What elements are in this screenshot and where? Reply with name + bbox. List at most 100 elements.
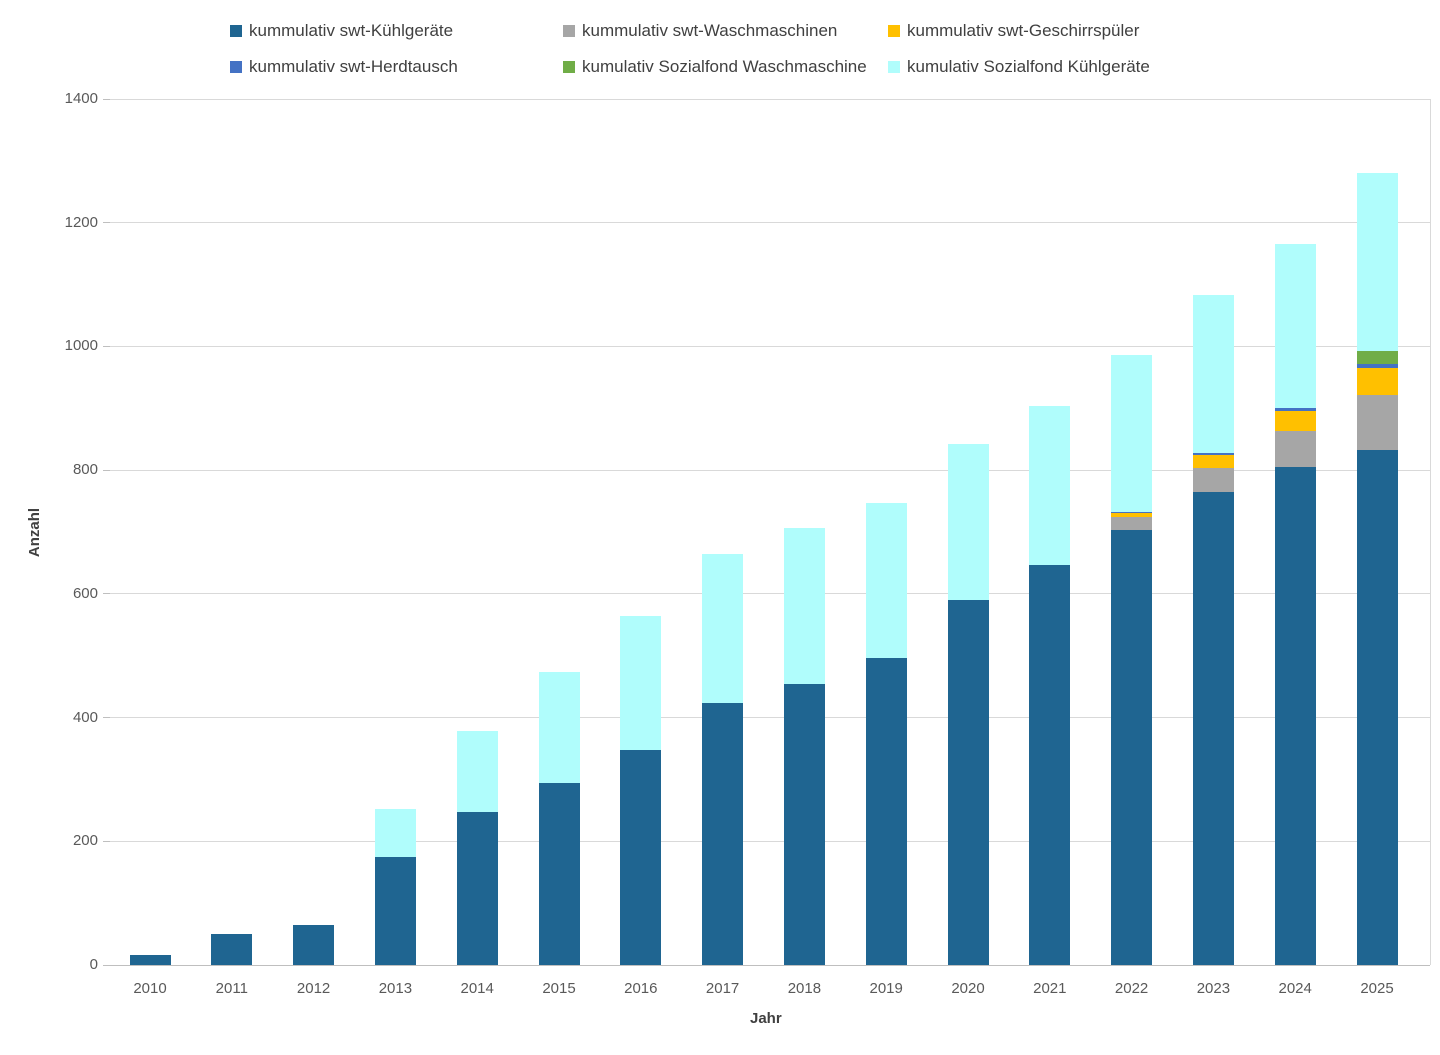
- legend-item-sozialfond-kuehlgeraete: kumulativ Sozialfond Kühlgeräte: [888, 57, 1150, 77]
- bar-segment: [211, 934, 253, 965]
- bar-2025: [1356, 173, 1398, 965]
- bar-2016: [620, 615, 662, 965]
- legend-label: kummulativ swt-Waschmaschinen: [582, 21, 838, 40]
- bar-2014: [456, 731, 498, 965]
- bar-segment: [865, 502, 907, 659]
- gridline: [110, 717, 1430, 719]
- bar-segment: [1111, 517, 1153, 531]
- bar-segment: [620, 615, 662, 751]
- legend-swatch-swt-waschmaschinen-icon: [563, 25, 575, 37]
- x-tick-label: 2023: [1196, 980, 1231, 997]
- bar-segment: [1356, 368, 1398, 396]
- bar-segment: [1192, 452, 1234, 456]
- bar-segment: [947, 443, 989, 601]
- x-tick-label: 2013: [378, 980, 413, 997]
- legend-label: kummulativ swt-Geschirrspüler: [907, 21, 1140, 40]
- y-tick-label: 0: [89, 956, 98, 973]
- legend-item-swt-kuehlgeraete: kummulativ swt-Kühlgeräte: [230, 21, 453, 41]
- legend-swatch-swt-geschirrspueler-icon: [888, 25, 900, 37]
- bar-2018: [783, 528, 825, 965]
- y-tick-mark: [103, 222, 110, 224]
- bar-segment: [293, 924, 335, 965]
- bar-segment: [1029, 565, 1071, 965]
- bar-2011: [211, 934, 253, 965]
- legend-label: kummulativ swt-Herdtausch: [249, 57, 458, 76]
- gridline: [110, 345, 1430, 347]
- bar-segment: [1111, 530, 1153, 965]
- bar-segment: [129, 955, 171, 965]
- bar-segment: [374, 856, 416, 965]
- bar-2024: [1274, 244, 1316, 965]
- bar-segment: [1356, 350, 1398, 364]
- legend-item-sozialfond-waschmaschine: kumulativ Sozialfond Waschmaschine: [563, 57, 867, 77]
- x-tick-label: 2020: [951, 980, 985, 997]
- bar-segment: [456, 811, 498, 965]
- bar-segment: [1356, 363, 1398, 369]
- legend-item-swt-herdtausch: kummulativ swt-Herdtausch: [230, 57, 458, 77]
- bar-segment: [456, 731, 498, 812]
- bar-segment: [1192, 295, 1234, 453]
- bar-segment: [1111, 511, 1153, 514]
- bar-segment: [538, 672, 580, 783]
- bar-segment: [1274, 411, 1316, 432]
- legend-item-swt-geschirrspueler: kummulativ swt-Geschirrspüler: [888, 21, 1139, 41]
- bar-segment: [947, 600, 989, 965]
- plot-area: [110, 98, 1430, 966]
- x-tick-label: 2024: [1278, 980, 1312, 997]
- y-tick-mark: [103, 717, 110, 719]
- bar-2022: [1111, 355, 1153, 965]
- bar-segment: [374, 808, 416, 857]
- x-axis-line: [110, 964, 1430, 966]
- y-tick-mark: [103, 345, 110, 347]
- x-tick-label: 2014: [460, 980, 494, 997]
- legend-label: kumulativ Sozialfond Waschmaschine: [582, 57, 867, 76]
- x-tick-label: 2015: [542, 980, 576, 997]
- y-tick-label: 1000: [64, 337, 98, 355]
- gridline: [110, 593, 1430, 595]
- y-tick-label: 1200: [64, 213, 98, 231]
- y-axis-title: Anzahl: [26, 507, 44, 558]
- y-tick-label: 200: [72, 832, 98, 850]
- x-tick-label: 2017: [705, 980, 740, 997]
- bar-segment: [1111, 355, 1153, 512]
- y-tick-mark: [103, 469, 110, 471]
- x-tick-label: 2010: [133, 980, 167, 997]
- y-tick-mark: [103, 98, 110, 100]
- bar-2010: [129, 955, 171, 965]
- bar-2013: [374, 808, 416, 965]
- gridline: [110, 98, 1430, 100]
- y-tick-label: 600: [72, 584, 98, 602]
- y-tick-mark: [103, 840, 110, 842]
- x-tick-label: 2012: [296, 980, 331, 997]
- bar-segment: [865, 658, 907, 965]
- bar-segment: [1274, 407, 1316, 412]
- bar-segment: [1356, 449, 1398, 965]
- bar-2012: [293, 924, 335, 965]
- plot-right-border: [1430, 99, 1431, 965]
- bar-segment: [1274, 431, 1316, 468]
- x-tick-label: 2011: [215, 980, 248, 997]
- bar-2020: [947, 443, 989, 965]
- y-tick-mark: [103, 964, 110, 966]
- bar-segment: [1029, 406, 1071, 566]
- bar-2021: [1029, 406, 1071, 965]
- y-tick-label: 1400: [64, 90, 98, 107]
- bar-segment: [783, 528, 825, 684]
- bar-2017: [702, 553, 744, 965]
- x-tick-label: 2022: [1114, 980, 1149, 997]
- bar-segment: [1192, 467, 1234, 492]
- bar-2019: [865, 502, 907, 965]
- legend-swatch-swt-herdtausch-icon: [230, 61, 242, 73]
- bar-segment: [702, 553, 744, 704]
- bar-segment: [538, 782, 580, 965]
- bar-segment: [1111, 513, 1153, 518]
- legend-label: kummulativ swt-Kühlgeräte: [249, 21, 454, 40]
- y-tick-label: 400: [72, 708, 98, 726]
- legend-swatch-sozialfond-kuehlgeraete-icon: [888, 61, 900, 73]
- gridline: [110, 469, 1430, 471]
- y-tick-label: 800: [72, 461, 98, 479]
- bar-segment: [1356, 173, 1398, 351]
- bar-segment: [1192, 491, 1234, 965]
- x-axis-title: Jahr: [750, 1010, 782, 1027]
- bar-segment: [1274, 467, 1316, 965]
